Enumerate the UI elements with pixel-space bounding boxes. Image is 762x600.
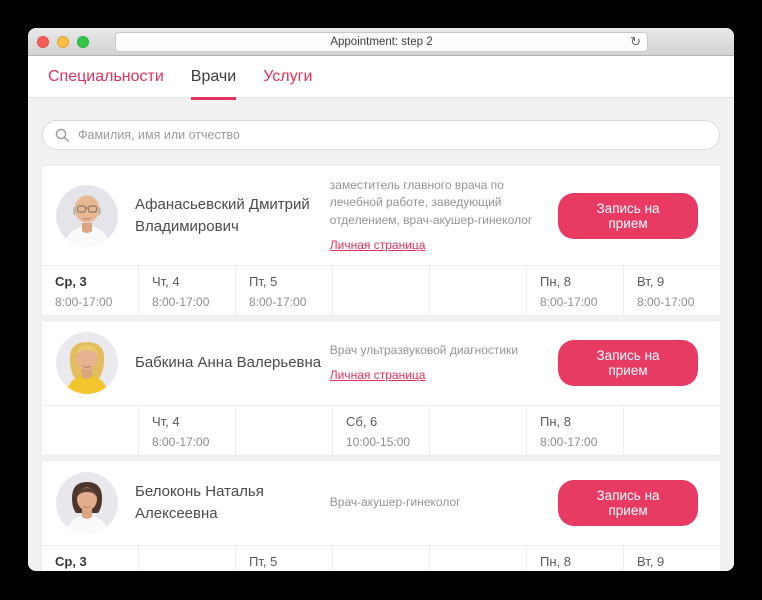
doctor-list: Афанасьевский Дмитрий Владимирович замес… [42,166,720,571]
schedule-day: Ср, 3 [55,554,87,570]
schedule-cell: Пт, 510:00-16:00 [235,546,332,571]
schedule-day: Пн, 8 [540,274,571,290]
schedule-time: 8:00-17:00 [152,295,210,310]
window-titlebar: Appointment: step 2 ↻ [28,28,734,56]
schedule-cell: Пн, 8 8:00-17:00 [526,266,623,316]
address-bar[interactable]: Appointment: step 2 ↻ [115,32,648,52]
schedule-time: 8:00-17:00 [637,295,695,310]
content-area: Афанасьевский Дмитрий Владимирович замес… [28,98,734,571]
schedule-day: Вт, 9 [637,274,665,290]
book-appointment-button[interactable]: Запись на прием [558,340,698,387]
page-title: Appointment: step 2 [330,36,433,48]
doctor-avatar-bald-man-with-glasses [56,184,118,247]
tab-specialties[interactable]: Специальности [48,67,164,85]
reload-icon[interactable]: ↻ [630,34,641,49]
schedule-cell: Вт, 910:00-19:00 [623,546,720,571]
schedule-day: Сб, 6 [346,414,378,430]
schedule-time: 8:00-17:00 [540,295,598,310]
schedule-row: Ср, 310:00-19:00 Пт, 510:00-16:00 Пн, 810:… [42,545,720,571]
schedule-cell [429,266,526,316]
schedule-row: Чт, 4 8:00-17:00 Сб, 6 10:00-15:00 Пн, 8 8:00… [42,405,720,456]
book-appointment-button[interactable]: Запись на прием [558,192,698,239]
schedule-cell: Пт, 5 8:00-17:00 [235,266,332,316]
schedule-cell: Чт, 4 8:00-17:00 [138,266,235,316]
doctor-info: заместитель главного врача по лечебной р… [330,177,558,254]
schedule-row: Ср, 3 8:00-17:00 Чт, 4 8:00-17:00 Пт, 5 8:00-… [42,265,720,316]
schedule-cell: Ср, 310:00-19:00 [42,546,138,571]
doctor-card-top: Белоконь Наталья Алексеевна Врач-акушер-… [42,461,720,545]
search-input[interactable] [78,128,707,142]
schedule-cell [235,406,332,456]
schedule-day: Пт, 5 [249,274,278,290]
doctor-description: заместитель главного врача по лечебной р… [329,178,533,227]
schedule-cell [332,266,429,316]
schedule-day: Чт, 4 [152,414,180,430]
schedule-day: Чт, 4 [152,274,180,290]
search-icon [55,128,69,142]
schedule-cell [429,406,526,456]
schedule-day: Вт, 9 [637,554,665,570]
traffic-lights [37,35,89,48]
doctor-avatar-blonde-woman-yellow-top [56,332,118,395]
schedule-cell: Пн, 8 8:00-17:00 [526,406,623,456]
schedule-cell: Пн, 810:00-19:00 [526,546,623,571]
tab-services[interactable]: Услуги [263,67,313,85]
schedule-cell: Чт, 4 8:00-17:00 [138,406,235,456]
schedule-cell [138,546,235,571]
doctor-card-top: Бабкина Анна Валерьевна Врач ультразвуко… [42,321,720,405]
schedule-time: 10:00-15:00 [346,435,411,450]
book-appointment-button[interactable]: Запись на прием [558,480,698,527]
doctor-description: Врач-акушер-гинеколог [329,495,461,510]
schedule-day: Пт, 5 [249,554,278,570]
doctor-description: Врач ультразвуковой диагностики [329,342,519,357]
schedule-day: Ср, 3 [55,274,87,290]
close-button[interactable] [37,35,49,48]
minimize-button[interactable] [57,35,69,48]
schedule-cell: Ср, 3 8:00-17:00 [42,266,138,315]
schedule-cell [429,546,526,571]
schedule-time: 8:00-17:00 [152,435,210,450]
doctor-card: Афанасьевский Дмитрий Владимирович замес… [42,166,720,316]
tab-bar: Специальности Врачи Услуги [28,56,734,100]
doctor-info: Врач-акушер-гинеколог [330,494,558,511]
doctor-name: Афанасьевский Дмитрий Владимирович [135,195,310,235]
schedule-time: 8:00-17:00 [249,295,307,310]
personal-page-link[interactable]: Личная страница [329,238,426,253]
schedule-day: Пн, 8 [540,414,571,430]
search-box [42,120,720,150]
schedule-cell [42,406,138,455]
zoom-button[interactable] [77,35,89,48]
schedule-cell: Сб, 6 10:00-15:00 [332,406,429,456]
doctor-card: Бабкина Анна Валерьевна Врач ультразвуко… [42,321,720,456]
doctor-avatar-brown-haired-woman [56,472,118,535]
schedule-cell: Вт, 9 8:00-17:00 [623,266,720,316]
personal-page-link[interactable]: Личная страница [329,368,426,383]
doctor-name: Бабкина Анна Валерьевна [135,354,322,372]
doctor-card: Белоконь Наталья Алексеевна Врач-акушер-… [42,461,720,571]
schedule-cell [332,546,429,571]
browser-window: Appointment: step 2 ↻ Специальности Врач… [28,28,734,571]
doctor-info: Врач ультразвуковой диагностики Личная с… [330,342,558,384]
doctor-card-top: Афанасьевский Дмитрий Владимирович замес… [42,166,720,265]
schedule-time: 8:00-17:00 [55,295,113,310]
doctor-name: Белоконь Наталья Алексеевна [135,483,264,523]
schedule-time: 8:00-17:00 [540,435,598,450]
schedule-cell [623,406,720,456]
tab-doctors[interactable]: Врачи [190,56,237,100]
schedule-day: Пн, 8 [540,554,571,570]
